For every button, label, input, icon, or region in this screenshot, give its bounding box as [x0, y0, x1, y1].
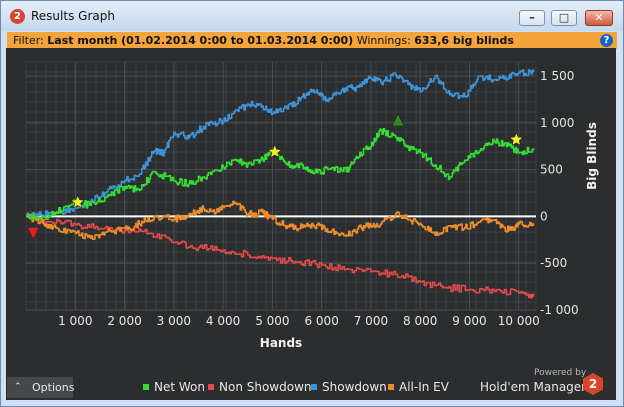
maximize-icon: □ — [558, 11, 570, 24]
x-tick-label: 1 000 — [58, 314, 92, 328]
series-line-non-showdown — [26, 214, 535, 299]
close-icon: ✕ — [594, 11, 604, 24]
chart-grid — [25, 61, 537, 311]
title-bar[interactable]: 2 Results Graph – □ ✕ — [1, 1, 623, 31]
legend-label: Net Won — [154, 380, 205, 394]
x-tick-label: 9 000 — [452, 314, 486, 328]
x-tick-label: 5 000 — [255, 314, 289, 328]
legend-swatch-non-showdown — [208, 383, 214, 390]
options-button[interactable]: ⌃ Options — [7, 377, 75, 398]
chevron-up-icon: ⌃ — [14, 382, 22, 392]
x-tick-label: 2 000 — [107, 314, 141, 328]
filter-text: Filter: Last month (01.02.2014 0:00 to 0… — [13, 32, 514, 49]
chart-series — [26, 69, 535, 299]
x-tick-label: 3 000 — [157, 314, 191, 328]
options-label: Options — [32, 381, 75, 394]
chart-ticks: 1 000 2 000 3 000 4 000 5 000 6 000 7 000 8 000… — [58, 69, 579, 328]
winnings-value: 633,6 big blinds — [414, 34, 514, 47]
legend-item-net-won[interactable]: Net Won — [143, 378, 205, 396]
help-icon[interactable]: ? — [600, 34, 613, 47]
marker-star — [508, 131, 524, 146]
series-line-net-won — [26, 128, 535, 220]
y-tick-label: 0 — [540, 209, 548, 223]
minimize-button[interactable]: – — [519, 10, 545, 26]
legend-item-all-in-ev[interactable]: All-In EV — [388, 378, 449, 396]
y-tick-label: 500 — [540, 163, 563, 177]
legend-label: All-In EV — [399, 380, 449, 394]
series-line-all-in-ev — [26, 200, 535, 241]
filter-range: Last month (01.02.2014 0:00 to 01.03.201… — [47, 34, 354, 47]
marker-triangle-down — [26, 227, 40, 240]
legend-swatch-net-won — [143, 383, 149, 390]
x-tick-label: 8 000 — [403, 314, 437, 328]
hm2-logo-icon: 2 — [583, 373, 603, 395]
x-tick-label: 7 000 — [354, 314, 388, 328]
x-tick-label: 6 000 — [304, 314, 338, 328]
legend-swatch-showdown — [311, 383, 317, 390]
maximize-button[interactable]: □ — [551, 10, 577, 26]
chart-markers — [26, 113, 524, 240]
x-tick-label: 4 000 — [206, 314, 240, 328]
y-tick-label: -500 — [540, 256, 567, 270]
legend-swatch-all-in-ev — [388, 383, 394, 390]
brand-name: Hold'em Manager — [480, 380, 587, 394]
window-title: Results Graph — [31, 9, 115, 23]
marker-star — [267, 144, 283, 159]
marker-star — [70, 194, 86, 209]
legend-label: Showdown — [322, 380, 387, 394]
close-button[interactable]: ✕ — [585, 10, 613, 26]
filter-bar: Filter: Last month (01.02.2014 0:00 to 0… — [7, 32, 617, 49]
legend-item-showdown[interactable]: Showdown — [311, 378, 387, 396]
powered-by-label: Powered by — [534, 368, 587, 378]
minimize-icon: – — [529, 11, 535, 24]
series-line-showdown — [26, 69, 535, 220]
x-tick-label: 10 000 — [498, 314, 540, 328]
y-axis-label: Big Blinds — [585, 122, 599, 190]
y-tick-label: 1 500 — [540, 69, 574, 83]
legend-item-non-showdown[interactable]: Non Showdown — [208, 378, 312, 396]
winnings-label: Winnings: — [356, 34, 411, 47]
y-tick-label: 1 000 — [540, 116, 574, 130]
x-axis-label: Hands — [260, 336, 302, 350]
filter-label: Filter: — [13, 34, 44, 47]
marker-triangle-up — [391, 113, 405, 127]
app-logo-icon: 2 — [10, 9, 25, 24]
y-tick-label: -1 000 — [540, 303, 579, 317]
legend-label: Non Showdown — [219, 380, 312, 394]
